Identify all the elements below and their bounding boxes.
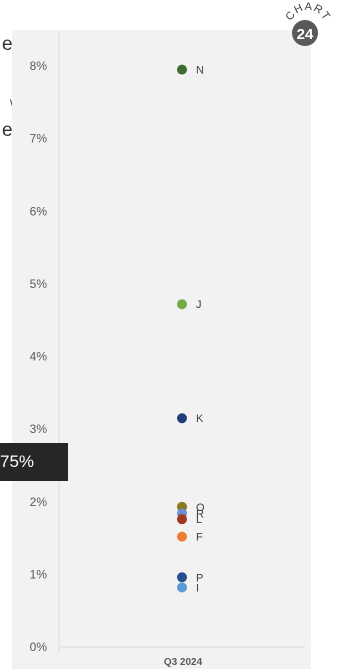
y-tick-label: 7% [30,132,48,146]
data-label-r: R [196,508,204,520]
y-tick-label: 4% [30,350,48,364]
y-tick-label: 0% [30,640,48,654]
chart-number-badge: CHART 24 [283,1,332,46]
y-tick-label: 3% [30,422,48,436]
data-label-o: O [196,502,205,514]
data-label-k: K [196,413,204,425]
y-tick-label: 5% [30,277,48,291]
x-tick-label: Q3 2024 [164,657,203,668]
data-point-p [177,572,187,583]
data-point-i [177,582,187,593]
data-label-n: N [196,65,204,77]
badge-number: 24 [297,26,314,43]
cropped-text-fragment: \ [10,97,13,111]
y-tick-label: 2% [30,495,48,509]
data-label-j: J [196,299,202,311]
y-tick-label: 6% [30,204,48,218]
data-point-j [177,299,187,310]
cropped-text-fragment: e [2,120,13,141]
y-tick-label: 1% [30,567,48,581]
data-label-f: F [196,532,203,544]
data-point-f [177,531,187,542]
badge-circle [292,20,318,46]
value-callout: 75% [0,443,68,481]
data-label-p: P [196,572,203,584]
y-tick-label: 8% [30,59,48,73]
data-label-l: L [196,514,202,526]
data-label-i: I [196,582,199,594]
data-point-l [177,514,187,525]
badge-arc-text: CHART [283,1,332,23]
data-point-k [177,413,187,424]
chart-area [12,30,311,669]
cropped-text-fragment: e [2,34,13,55]
data-point-n [177,64,187,75]
